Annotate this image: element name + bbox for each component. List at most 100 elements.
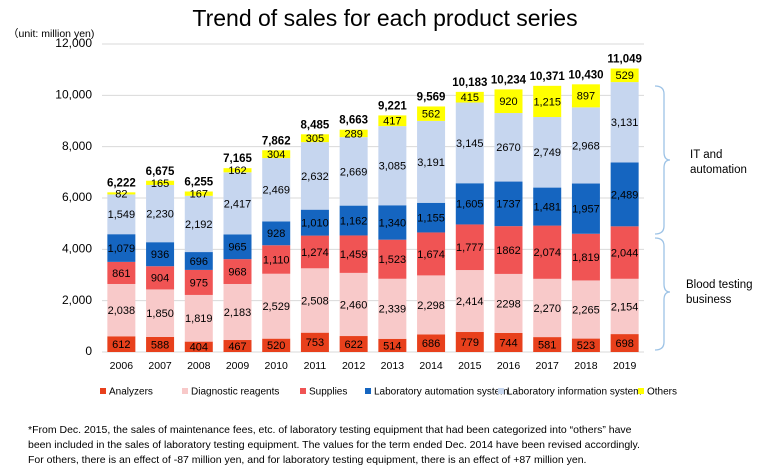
footnote: *From Dec. 2015, the sales of maintenanc… [28, 424, 632, 436]
bar-segment [223, 340, 252, 352]
bar-segment [455, 270, 484, 333]
data-label: 304 [267, 149, 285, 161]
data-label: 3,085 [379, 161, 407, 173]
bar-segment [184, 294, 213, 342]
data-label: 965 [228, 242, 246, 254]
total-label: 10,371 [530, 71, 566, 83]
data-label: 2,183 [224, 307, 252, 319]
total-label: 8,485 [301, 119, 330, 131]
bar-segment [339, 129, 368, 138]
data-label: 2298 [496, 298, 520, 310]
x-tick-label: 2016 [497, 360, 521, 372]
bar-segment [146, 336, 175, 352]
bar-segment [571, 107, 600, 184]
bar-segment [417, 202, 446, 233]
bar-segment [455, 224, 484, 271]
bar-segment [378, 115, 407, 127]
data-label: 2670 [496, 142, 520, 154]
data-label: 2,192 [185, 219, 213, 231]
bar-segment [300, 235, 329, 269]
data-label: 2,038 [108, 305, 136, 317]
bar-segment [262, 150, 291, 159]
data-label: 968 [228, 266, 246, 278]
bar-segment [571, 84, 600, 108]
total-label: 9,569 [417, 92, 446, 104]
bar-segment [610, 82, 639, 163]
data-label: 1737 [496, 199, 520, 211]
data-label: 2,265 [572, 304, 600, 316]
bar-segment [610, 162, 639, 227]
bar-segment [533, 225, 562, 279]
total-label: 11,049 [607, 54, 642, 66]
bar-segment [378, 205, 407, 240]
bar-segment [339, 205, 368, 236]
bar-segment [455, 102, 484, 184]
bar-segment [533, 278, 562, 338]
data-label: 404 [190, 342, 208, 354]
bar-segment [533, 187, 562, 226]
annotation: IT and automation [690, 149, 747, 176]
bar-segment [417, 106, 446, 121]
data-label: 1,110 [263, 254, 290, 266]
data-label: 2,339 [379, 304, 407, 316]
legend-swatch [638, 388, 644, 394]
data-label: 1,674 [417, 249, 445, 261]
data-label: 975 [190, 277, 208, 289]
data-label: 753 [306, 337, 324, 349]
data-label: 686 [422, 338, 440, 350]
bar-segment [300, 142, 329, 210]
legend-label: Diagnostic reagents [191, 387, 279, 398]
bar-segment [262, 273, 291, 339]
bar-segment [184, 191, 213, 196]
bar-segment [378, 338, 407, 352]
legend-swatch [182, 388, 188, 394]
x-tick-label: 2018 [574, 360, 598, 372]
bar-segment [378, 239, 407, 279]
data-label: 622 [344, 339, 362, 351]
bar-segment [184, 195, 213, 253]
data-label: 2,074 [533, 247, 561, 259]
data-label: 520 [267, 340, 285, 352]
bar-segment [300, 268, 329, 333]
data-label: 2,298 [417, 300, 445, 312]
bar-segment [223, 168, 252, 173]
data-label: 2,417 [224, 198, 252, 210]
bar-segment [146, 266, 175, 290]
x-tick-label: 2007 [148, 360, 172, 372]
data-label: 2,669 [340, 166, 368, 178]
legend-swatch [498, 388, 504, 394]
data-label: 2,968 [572, 140, 600, 152]
data-label: 3,191 [417, 157, 445, 169]
data-label: 1,777 [456, 242, 484, 254]
data-label: 2,489 [611, 189, 639, 201]
bar-segment [184, 269, 213, 295]
bar-segment [223, 172, 252, 235]
bar-segment [610, 68, 639, 83]
data-label: 2,154 [611, 301, 639, 313]
unit-label: （unit: million yen) [8, 28, 94, 40]
data-label: 1,340 [379, 217, 407, 229]
x-tick-label: 2013 [381, 360, 405, 372]
bar-segment [262, 221, 291, 246]
data-label: 2,632 [301, 171, 329, 183]
data-label: 1,010 [301, 218, 329, 230]
bar-segment [223, 234, 252, 260]
legend-label: Supplies [309, 387, 347, 398]
data-label: 2,270 [533, 303, 561, 315]
data-label: 2,230 [146, 208, 174, 220]
x-tick-label: 2019 [613, 360, 637, 372]
footnote: been included in the sales of laboratory… [28, 439, 640, 451]
data-label: 2,469 [262, 185, 290, 197]
bar-segment [494, 226, 523, 274]
data-label: 417 [383, 116, 401, 128]
data-label: 1,957 [572, 204, 600, 216]
data-label: 779 [461, 337, 479, 349]
total-label: 6,255 [184, 177, 213, 189]
data-label: 562 [422, 109, 440, 121]
data-label: 1,850 [146, 308, 174, 320]
legend-label: Others [647, 387, 677, 398]
bar-segment [107, 194, 136, 235]
footnote: For others, there is an effect of -87 mi… [28, 454, 586, 466]
data-label: 1,162 [340, 215, 368, 227]
